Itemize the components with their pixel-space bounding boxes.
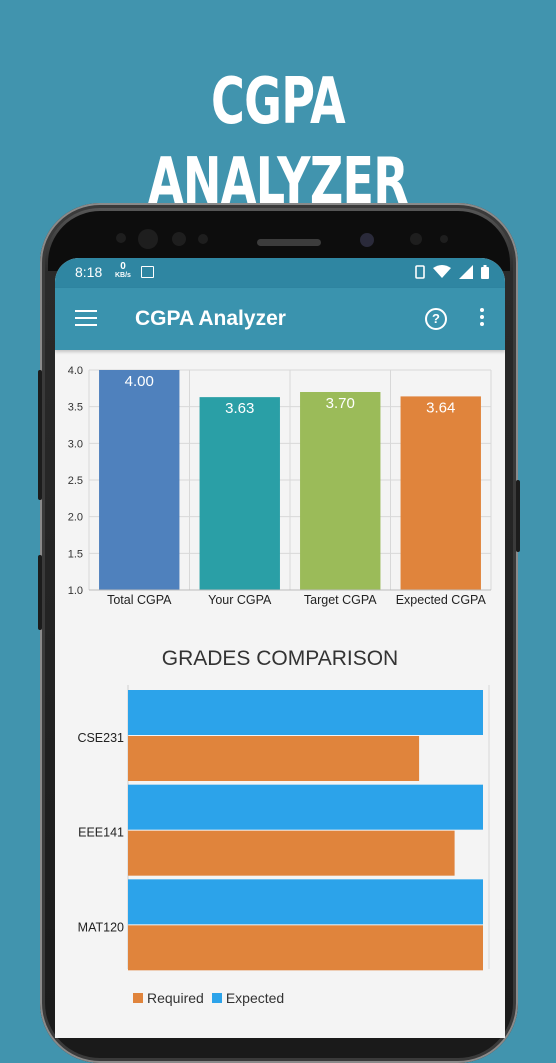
bar-expected-cse231 bbox=[128, 690, 483, 735]
battery-icon bbox=[481, 265, 489, 279]
y-tick-label: 2.0 bbox=[68, 512, 83, 524]
sensor-icon bbox=[138, 229, 158, 249]
legend-label-required: Required bbox=[147, 990, 204, 1006]
bar-expected-eee141 bbox=[128, 784, 483, 830]
grades-comparison-chart: CSE231 EEE141 MAT120 bbox=[77, 685, 490, 971]
bar-value-label: 4.00 bbox=[125, 373, 154, 390]
x-tick-label: Your CGPA bbox=[208, 593, 272, 607]
power-button bbox=[516, 480, 520, 552]
bar-expected-cgpa bbox=[400, 396, 481, 590]
legend-swatch-required bbox=[133, 993, 143, 1003]
promo-title: CGPA ANALYZER bbox=[147, 65, 409, 219]
network-speed-value: 0 bbox=[120, 261, 126, 272]
y-tick-label: CSE231 bbox=[77, 731, 124, 745]
vibrate-icon bbox=[415, 265, 425, 279]
status-icons bbox=[415, 265, 489, 279]
cgpa-bar-chart: 1.0 1.5 2.0 2.5 3.0 3.5 4.0 4.00 Total CGPA 3.63 Y… bbox=[68, 365, 492, 607]
bar-required-mat120 bbox=[128, 925, 483, 971]
x-tick-label: Total CGPA bbox=[107, 593, 172, 607]
wifi-icon bbox=[433, 265, 451, 278]
bar-total-cgpa bbox=[99, 370, 180, 590]
bar-value-label: 3.63 bbox=[225, 400, 254, 417]
hamburger-menu-icon[interactable] bbox=[75, 310, 97, 326]
status-time: 8:18 bbox=[75, 264, 103, 280]
grades-legend: Required Expected bbox=[133, 990, 284, 1006]
image-notification-icon bbox=[141, 266, 154, 278]
bar-your-cgpa bbox=[199, 397, 280, 590]
y-tick-label: 1.0 bbox=[68, 585, 83, 597]
y-tick-label: 2.5 bbox=[68, 475, 83, 487]
bar-value-label: 3.64 bbox=[426, 399, 455, 416]
network-speed-unit: KB/s bbox=[115, 272, 131, 279]
y-tick-label: EEE141 bbox=[78, 826, 124, 840]
more-options-icon[interactable] bbox=[478, 308, 486, 330]
x-tick-label: Expected CGPA bbox=[396, 593, 487, 607]
app-title: CGPA Analyzer bbox=[135, 307, 286, 330]
sensor-icon bbox=[440, 235, 448, 243]
sensor-icon bbox=[198, 234, 208, 244]
y-tick-label: 3.5 bbox=[68, 402, 83, 414]
x-tick-label: Target CGPA bbox=[304, 593, 377, 607]
bar-expected-mat120 bbox=[128, 879, 483, 925]
bar-required-eee141 bbox=[128, 830, 455, 876]
status-bar: 8:18 0 KB/s bbox=[55, 258, 505, 288]
help-icon[interactable]: ? bbox=[425, 308, 447, 330]
bar-required-cse231 bbox=[128, 736, 420, 781]
bar-target-cgpa bbox=[300, 392, 381, 590]
sensor-icon bbox=[116, 233, 126, 243]
y-tick-label: MAT120 bbox=[78, 920, 124, 934]
front-camera-icon bbox=[360, 233, 374, 247]
grades-comparison-title: GRADES COMPARISON bbox=[161, 647, 399, 670]
signal-icon bbox=[459, 265, 473, 279]
network-speed: 0 KB/s bbox=[115, 262, 131, 280]
legend-swatch-expected bbox=[211, 993, 222, 1003]
y-tick-label: 1.5 bbox=[68, 548, 83, 560]
y-tick-label: 4.0 bbox=[68, 365, 83, 377]
earpiece-speaker bbox=[257, 239, 321, 246]
bar-value-label: 3.70 bbox=[326, 395, 355, 412]
legend-label-expected: Expected bbox=[225, 990, 285, 1006]
sensor-icon bbox=[172, 232, 186, 246]
y-tick-label: 3.0 bbox=[68, 438, 83, 450]
bixby-button bbox=[38, 555, 42, 630]
app-bar: CGPA Analyzer ? bbox=[55, 288, 505, 350]
sensor-icon bbox=[410, 233, 422, 245]
app-screen: 8:18 0 KB/s CGPA Analyzer ? 1.0 1.5 2.0 2.5… bbox=[55, 258, 505, 1038]
volume-button bbox=[38, 370, 42, 500]
